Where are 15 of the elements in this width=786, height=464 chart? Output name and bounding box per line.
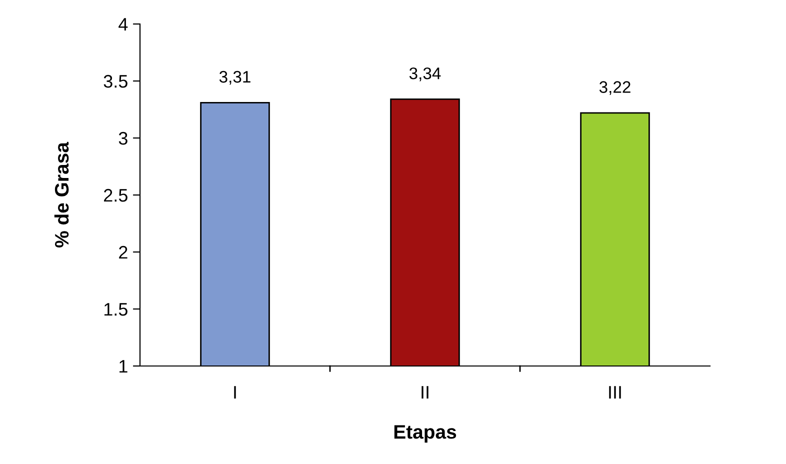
x-tick-label: III (609, 386, 621, 399)
x-tick-label: I (234, 386, 236, 399)
data-label: 3,34 (409, 67, 441, 82)
x-axis-title: Etapas (394, 425, 456, 443)
y-tick-label: 4 (118, 18, 128, 31)
y-tick-label: 1.5 (104, 303, 128, 316)
y-tick-label: 3 (118, 132, 128, 145)
y-axis-title: % de Grasa (54, 142, 69, 248)
data-label: 3,31 (219, 70, 250, 85)
y-tick-label: 1 (120, 360, 128, 373)
y-tick-label: 3.5 (104, 74, 128, 88)
y-tick-label: 2 (119, 246, 128, 259)
x-tick-label: II (422, 386, 428, 399)
y-tick-label: 2.5 (104, 188, 128, 202)
data-label: 3,22 (599, 81, 630, 95)
